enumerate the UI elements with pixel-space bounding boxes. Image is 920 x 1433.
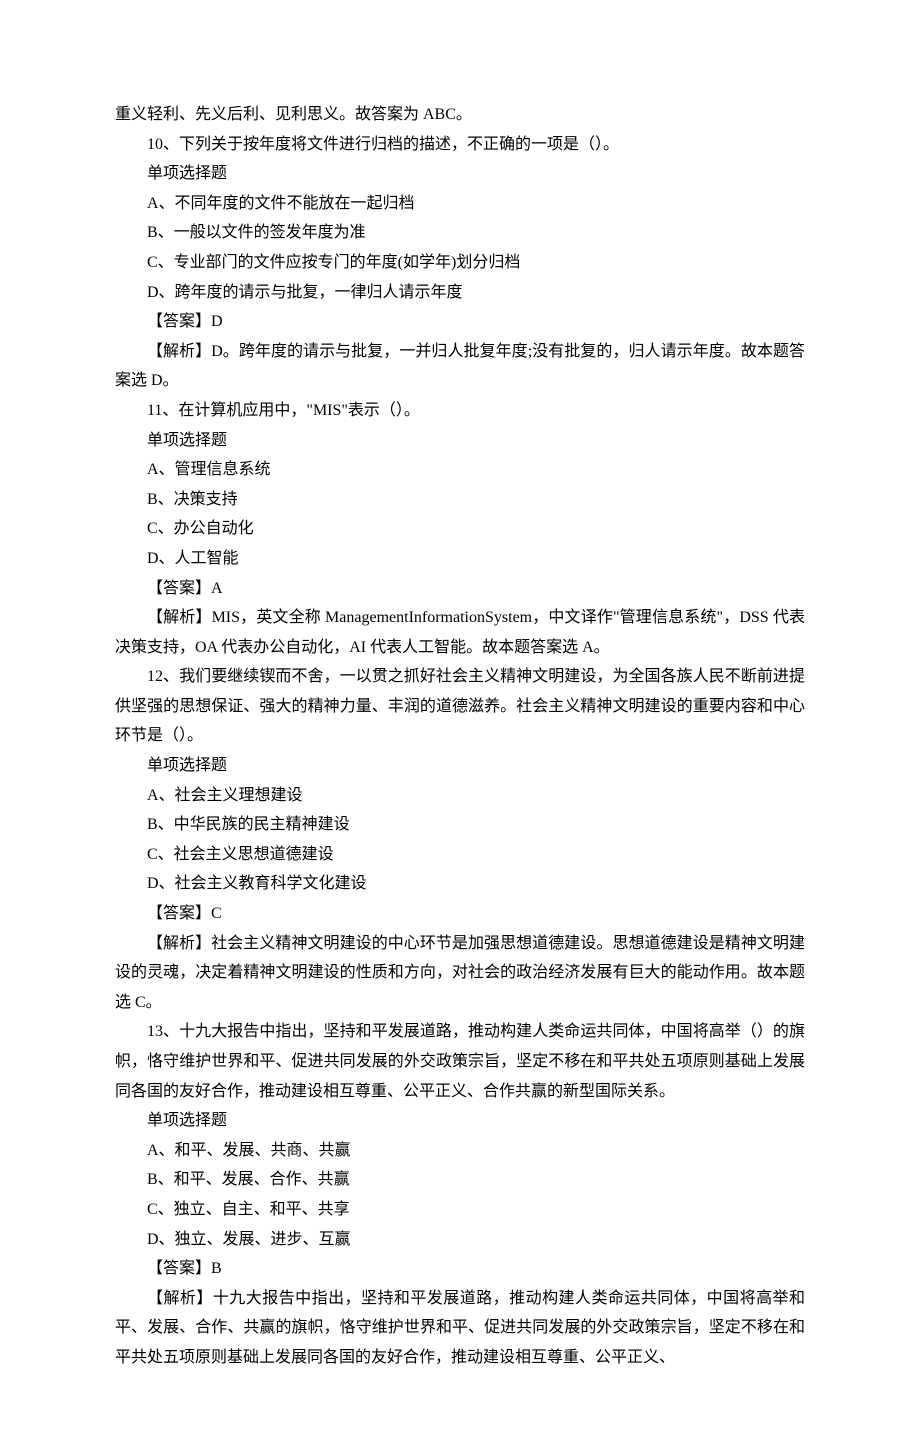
text-line: D、独立、发展、进步、互赢 [115, 1225, 805, 1255]
document-body: 重义轻利、先义后利、见利思义。故答案为 ABC。10、下列关于按年度将文件进行归… [115, 100, 805, 1373]
text-line: 【答案】D [115, 307, 805, 337]
text-line: B、中华民族的民主精神建设 [115, 810, 805, 840]
text-line: 单项选择题 [115, 426, 805, 456]
text-line: 【答案】C [115, 899, 805, 929]
text-line: D、人工智能 [115, 544, 805, 574]
text-line: 【解析】D。跨年度的请示与批复，一并归人批复年度;没有批复的，归人请示年度。故本… [115, 337, 805, 396]
text-line: 【解析】十九大报告中指出，坚持和平发展道路，推动构建人类命运共同体，中国将高举和… [115, 1284, 805, 1373]
text-line: C、独立、自主、和平、共享 [115, 1195, 805, 1225]
text-line: 10、下列关于按年度将文件进行归档的描述，不正确的一项是（）。 [115, 130, 805, 160]
text-line: A、管理信息系统 [115, 455, 805, 485]
text-line: A、和平、发展、共商、共赢 [115, 1136, 805, 1166]
text-line: 11、在计算机应用中，"MIS"表示（）。 [115, 396, 805, 426]
text-line: 12、我们要继续锲而不舍，一以贯之抓好社会主义精神文明建设，为全国各族人民不断前… [115, 662, 805, 751]
text-line: C、办公自动化 [115, 514, 805, 544]
text-line: B、决策支持 [115, 485, 805, 515]
text-line: C、专业部门的文件应按专门的年度(如学年)划分归档 [115, 248, 805, 278]
text-line: 单项选择题 [115, 1106, 805, 1136]
text-line: B、和平、发展、合作、共赢 [115, 1165, 805, 1195]
text-line: C、社会主义思想道德建设 [115, 840, 805, 870]
text-line: 单项选择题 [115, 159, 805, 189]
text-line: 【答案】B [115, 1254, 805, 1284]
text-line: 【解析】社会主义精神文明建设的中心环节是加强思想道德建设。思想道德建设是精神文明… [115, 929, 805, 1018]
text-line: 【答案】A [115, 574, 805, 604]
text-line: 13、十九大报告中指出，坚持和平发展道路，推动构建人类命运共同体，中国将高举（）… [115, 1017, 805, 1106]
text-line: A、不同年度的文件不能放在一起归档 [115, 189, 805, 219]
text-line: B、一般以文件的签发年度为准 [115, 218, 805, 248]
text-line: D、社会主义教育科学文化建设 [115, 869, 805, 899]
text-line: 【解析】MIS，英文全称 ManagementInformationSystem… [115, 603, 805, 662]
text-line: 单项选择题 [115, 751, 805, 781]
text-line: A、社会主义理想建设 [115, 781, 805, 811]
text-line: D、跨年度的请示与批复，一律归人请示年度 [115, 278, 805, 308]
text-line: 重义轻利、先义后利、见利思义。故答案为 ABC。 [115, 100, 805, 130]
